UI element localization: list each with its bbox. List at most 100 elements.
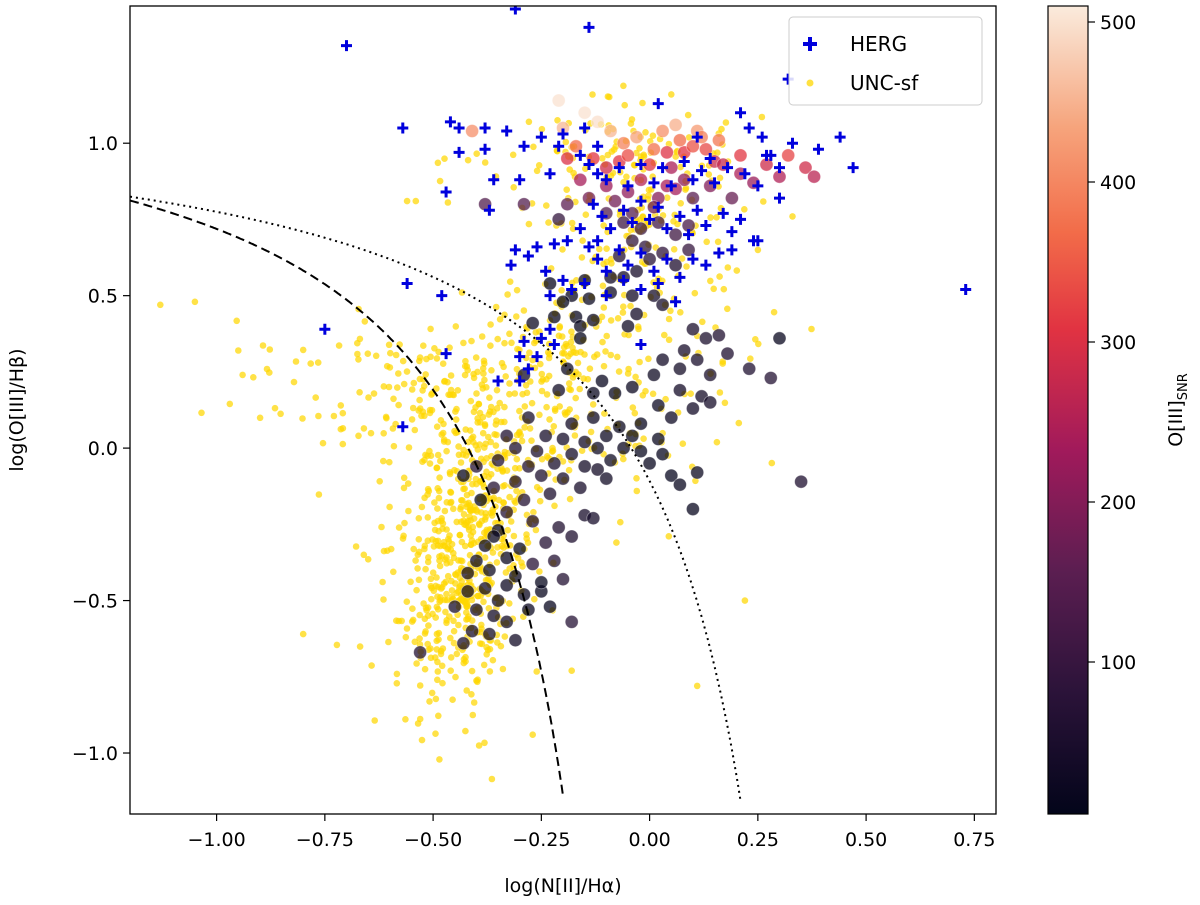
unc-sf-point (354, 339, 361, 347)
unc-sf-point (435, 712, 442, 720)
unc-sf-point (460, 656, 468, 663)
unc-sf-point (492, 303, 500, 311)
snr-point (616, 136, 631, 151)
snr-point (577, 105, 592, 120)
snr-point (521, 410, 536, 425)
snr-point (491, 593, 506, 608)
herg-point (726, 226, 738, 238)
unc-sf-point (529, 356, 536, 364)
herg-point (592, 168, 604, 180)
legend[interactable]: HERG UNC-sf (788, 16, 983, 106)
unc-sf-point (494, 544, 501, 551)
unc-sf-point (506, 565, 513, 572)
colorbar-ticks: 100 200 300 400 500 (1088, 12, 1136, 674)
herg-point (514, 351, 526, 363)
unc-sf-point (421, 545, 428, 553)
snr-point (642, 456, 657, 471)
herg-point (535, 131, 547, 143)
herg-point (678, 156, 690, 168)
unc-sf-point (333, 641, 341, 649)
x-tick-label: −0.25 (512, 829, 570, 851)
unc-sf-point (395, 524, 403, 531)
unc-sf-point (456, 531, 464, 539)
herg-point (397, 122, 409, 134)
unc-sf-point (582, 211, 590, 218)
unc-sf-point (307, 360, 315, 367)
unc-sf-point (501, 403, 508, 411)
unc-sf-point (639, 392, 647, 399)
unc-sf-point (437, 457, 444, 465)
unc-sf-point (733, 267, 741, 274)
unc-sf-point (447, 634, 454, 642)
unc-sf-point (367, 429, 375, 437)
colorbar-tick-label: 200 (1100, 492, 1136, 514)
unc-sf-point (370, 390, 378, 397)
unc-sf-point (450, 505, 457, 513)
unc-sf-point (433, 464, 441, 472)
herg-point (752, 235, 764, 247)
snr-point (668, 118, 683, 132)
x-tick-label: −0.75 (296, 829, 354, 851)
unc-sf-point (663, 194, 671, 201)
unc-sf-point (703, 238, 710, 246)
unc-sf-point (501, 482, 509, 489)
unc-sf-point (497, 642, 505, 650)
snr-point (599, 160, 614, 175)
unc-sf-point (390, 568, 397, 576)
unc-sf-point (416, 354, 424, 361)
snr-point (725, 191, 739, 206)
unc-sf-point (538, 387, 546, 395)
unc-sf-point (665, 315, 673, 323)
unc-sf-point (474, 592, 481, 600)
unc-sf-point (623, 173, 630, 181)
herg-point (583, 21, 595, 33)
herg-point (644, 213, 656, 225)
herg-point (626, 216, 638, 228)
snr-point (560, 151, 575, 166)
unc-sf-point (483, 455, 490, 462)
unc-sf-point (506, 380, 513, 387)
unc-sf-point (454, 611, 461, 619)
unc-sf-point (407, 578, 414, 586)
unc-sf-point (464, 156, 472, 164)
snr-point (482, 563, 497, 577)
unc-sf-point (421, 456, 428, 464)
unc-sf-point (437, 585, 445, 592)
herg-point (812, 143, 824, 155)
unc-sf-point (489, 549, 497, 556)
unc-sf-point (459, 451, 467, 458)
unc-sf-point (578, 447, 586, 455)
herg-point (574, 149, 586, 161)
snr-point (564, 529, 579, 544)
snr-point (469, 602, 484, 617)
unc-sf-point (479, 365, 487, 372)
unc-sf-point (250, 374, 257, 381)
unc-sf-point (481, 159, 489, 166)
unc-sf-point (614, 315, 622, 322)
unc-sf-point (455, 588, 462, 595)
unc-sf-point (526, 349, 533, 357)
unc-sf-point (551, 502, 558, 510)
unc-sf-point (418, 412, 425, 420)
herg-point (488, 174, 500, 186)
unc-sf-point (411, 426, 419, 434)
snr-point (595, 374, 609, 388)
snr-point (508, 633, 523, 648)
unc-sf-point (408, 416, 416, 423)
unc-sf-point (533, 167, 541, 175)
unc-sf-point (562, 138, 570, 146)
unc-sf-point (463, 503, 471, 511)
unc-sf-point (535, 162, 543, 169)
unc-sf-point (414, 565, 421, 572)
herg-point (622, 259, 634, 271)
unc-sf-point (443, 447, 450, 455)
snr-point (733, 148, 748, 163)
unc-sf-point (495, 496, 503, 504)
snr-point (798, 160, 813, 175)
unc-sf-point (444, 378, 451, 386)
unc-sf-point (427, 645, 434, 652)
unc-sf-point (447, 559, 454, 566)
snr-point (629, 307, 644, 321)
unc-sf-point (499, 665, 507, 673)
unc-sf-point (520, 307, 528, 314)
